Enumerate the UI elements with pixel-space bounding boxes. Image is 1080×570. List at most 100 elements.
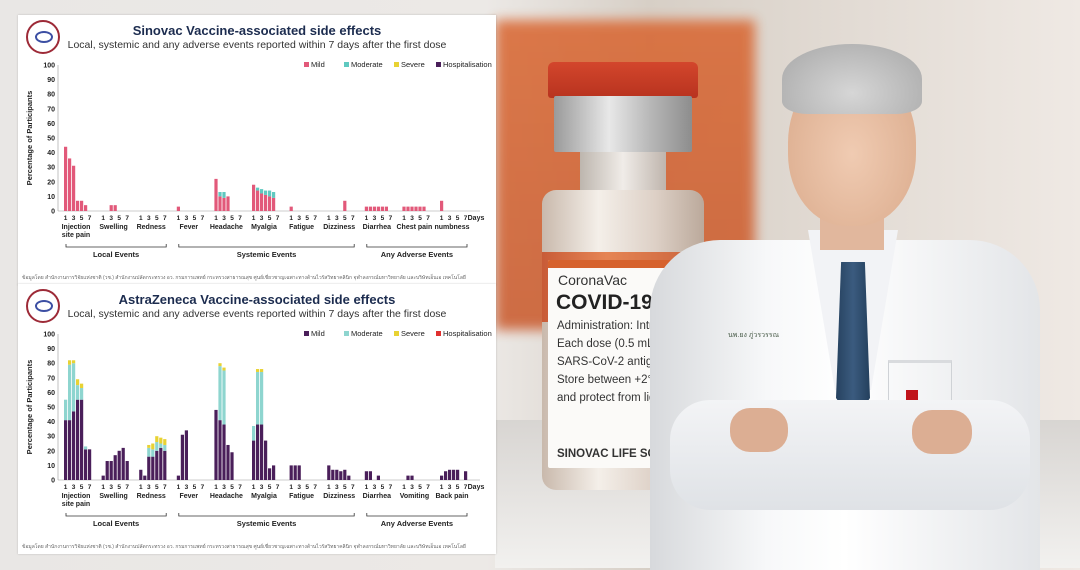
chart-footnote: ข้อมูลโดย สำนักงานการวิจัยแห่งชาติ (วช.)… <box>22 275 466 281</box>
day-tick-label: 5 <box>418 484 422 491</box>
y-tick-label: 60 <box>47 121 55 128</box>
category-label: Swelling <box>99 224 127 231</box>
day-tick-label: 3 <box>448 484 452 491</box>
bar-segment <box>151 449 155 457</box>
sinovac-chart: 0 10 20 30 40 50 60 70 80 90 100 Percentage of Part… <box>25 60 492 259</box>
bar-segment <box>84 449 88 480</box>
day-tick-label: 3 <box>297 484 301 491</box>
legend-swatch <box>436 62 441 67</box>
day-tick-label: 5 <box>155 215 159 222</box>
category-label: Injection <box>62 224 91 231</box>
y-tick-label: 90 <box>47 77 55 84</box>
bar-segment <box>297 465 301 480</box>
day-tick-label: 7 <box>88 484 92 491</box>
bar-segment <box>410 206 414 211</box>
bar-segment <box>180 434 184 480</box>
group-label: Any Adverse Events <box>381 250 453 259</box>
legend-label: Moderate <box>351 329 383 338</box>
bar-segment <box>293 465 297 480</box>
bar-segment <box>64 399 68 421</box>
legend-swatch <box>394 62 399 67</box>
legend-swatch <box>394 331 399 336</box>
category-label: Headache <box>210 224 243 231</box>
bar-segment <box>347 475 351 480</box>
category-label: Injection <box>62 493 91 500</box>
category-label: site pain <box>62 501 90 508</box>
bar-segment <box>440 475 444 480</box>
y-tick-label: 30 <box>47 434 55 441</box>
legend-swatch <box>344 331 349 336</box>
bar-segment <box>163 450 167 480</box>
bar-segment <box>464 471 468 480</box>
bar-segment <box>222 424 226 480</box>
day-tick-label: 1 <box>365 215 369 222</box>
bar-segment <box>272 192 276 198</box>
day-tick-label: 3 <box>448 215 452 222</box>
y-tick-label: 50 <box>47 405 55 412</box>
bar-segment <box>88 449 92 480</box>
bar-segment <box>372 206 376 211</box>
bar-segment <box>218 196 222 211</box>
day-tick-label: 7 <box>238 215 242 222</box>
bar-segment <box>444 471 448 480</box>
day-tick-label: 7 <box>426 484 430 491</box>
vial-crimp <box>554 96 692 152</box>
day-tick-label: 5 <box>456 215 460 222</box>
bar-segment <box>176 206 180 211</box>
bar-segment <box>256 371 260 425</box>
bar-segment <box>260 369 264 372</box>
category-label: Vomiting <box>400 493 429 500</box>
day-tick-label: 1 <box>177 215 181 222</box>
day-tick-label: 7 <box>426 215 430 222</box>
bar-segment <box>226 196 230 211</box>
bar-segment <box>64 146 68 211</box>
bar-segment <box>109 205 113 211</box>
group-bracket <box>178 513 355 517</box>
sinovac-chart-panel: Sinovac Vaccine-associated side effects … <box>18 15 496 285</box>
bar-segment <box>289 206 293 211</box>
day-tick-label: 7 <box>201 215 205 222</box>
bar-segment <box>272 465 276 480</box>
category-label: Swelling <box>99 493 127 500</box>
category-label: numbness <box>434 224 469 231</box>
day-tick-label: 7 <box>125 215 129 222</box>
bar-segment <box>256 190 260 211</box>
group-label: Local Events <box>93 250 139 259</box>
day-tick-label: 7 <box>389 484 393 491</box>
day-tick-label: 3 <box>335 215 339 222</box>
bar-segment <box>218 363 222 367</box>
y-tick-label: 40 <box>47 150 55 157</box>
bar-segment <box>80 388 84 400</box>
day-tick-label: 3 <box>72 484 76 491</box>
bar-segment <box>256 424 260 480</box>
bar-segment <box>252 184 256 211</box>
name-embroidery: นพ.ยง ภู่วรวรรณ <box>728 332 780 339</box>
day-tick-label: 5 <box>268 484 272 491</box>
group-label: Systemic Events <box>237 250 297 259</box>
bar-segment <box>139 469 143 480</box>
category-label: Headache <box>210 493 243 500</box>
bar-segment <box>343 469 347 480</box>
necktie <box>836 262 870 422</box>
day-tick-label: 1 <box>139 215 143 222</box>
bar-segment <box>72 360 76 364</box>
day-tick-label: 5 <box>343 484 347 491</box>
bar-segment <box>159 437 163 444</box>
bar-segment <box>368 471 372 480</box>
bar-segment <box>222 197 226 211</box>
y-tick-label: 0 <box>51 209 55 216</box>
bar-segment <box>155 436 159 443</box>
y-tick-label: 100 <box>43 332 55 339</box>
y-axis-title: Percentage of Participants <box>25 91 34 186</box>
legend-label: Severe <box>401 60 425 69</box>
astrazeneca-chart: 0 10 20 30 40 50 60 70 80 90 100 Percentage of Part… <box>25 329 492 528</box>
bar-segment <box>218 366 222 421</box>
day-tick-label: 1 <box>440 484 444 491</box>
bar-segment <box>422 206 426 211</box>
day-tick-label: 3 <box>260 215 264 222</box>
day-tick-label: 5 <box>343 215 347 222</box>
crossed-arms <box>670 400 1030 510</box>
day-tick-label: 5 <box>117 484 121 491</box>
bar-segment <box>260 371 264 425</box>
bar-segment <box>230 452 234 480</box>
